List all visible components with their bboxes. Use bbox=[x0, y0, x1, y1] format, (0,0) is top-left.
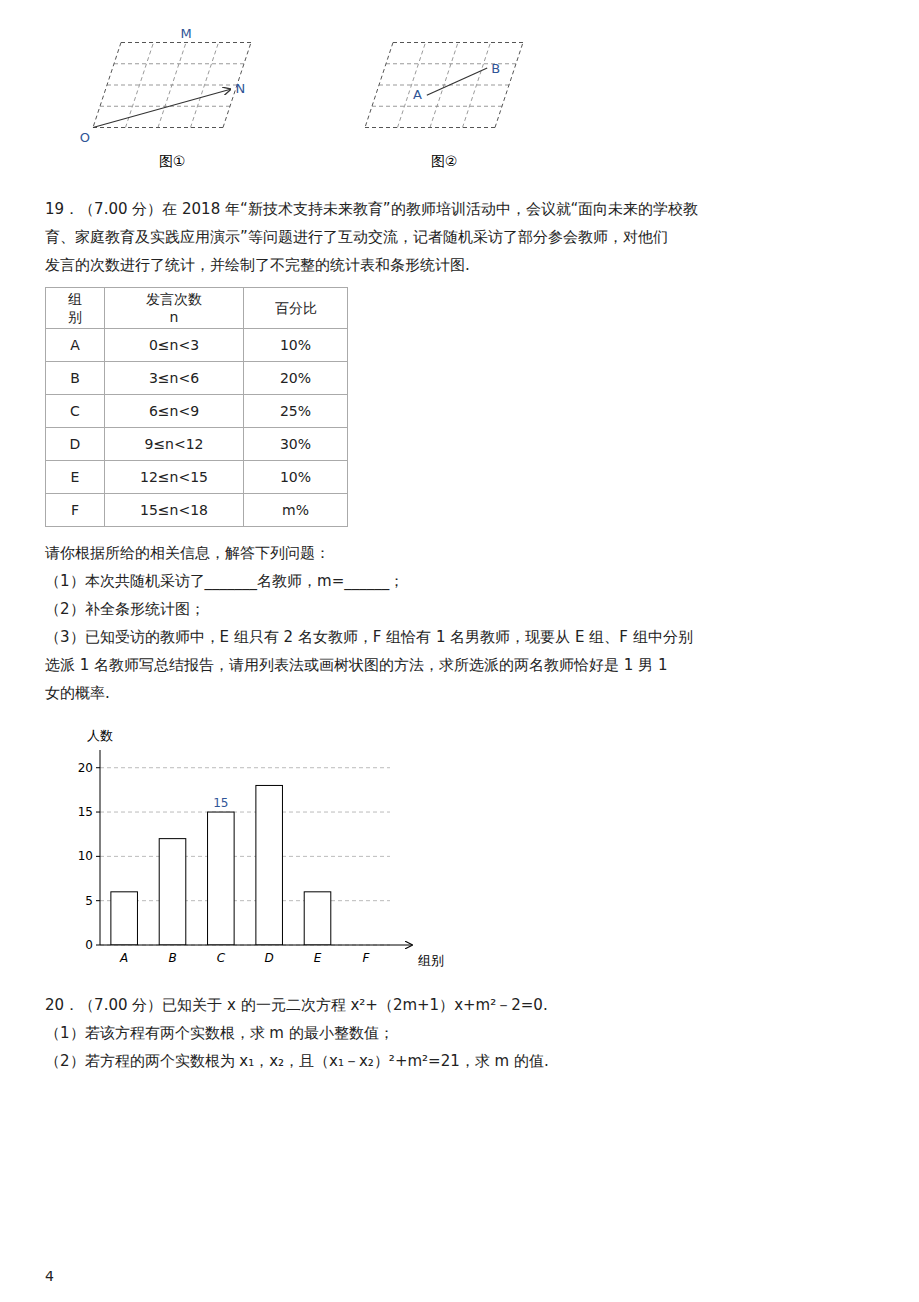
grid-figure bbox=[365, 43, 523, 128]
figure-label: O bbox=[80, 130, 90, 145]
x-axis-label: 组别 bbox=[418, 953, 444, 968]
table-cell: 30% bbox=[244, 428, 348, 461]
y-tick bbox=[96, 767, 100, 768]
table-cell: 10% bbox=[244, 461, 348, 494]
table-header-text: 组 bbox=[68, 291, 82, 307]
annotation: 15 bbox=[213, 796, 228, 810]
bar-chart: 0 5 10 15 20 A B C D E F 人数组别 15 bbox=[45, 715, 475, 985]
y-axis-label: 人数 bbox=[87, 728, 113, 743]
table-header-text: 百分比 bbox=[275, 300, 317, 316]
y-tick bbox=[96, 945, 100, 946]
table-cell: 6≤n<9 bbox=[105, 395, 244, 428]
figure-label: B bbox=[491, 61, 500, 76]
table-cell: B bbox=[46, 362, 105, 395]
figure-label: M bbox=[180, 26, 191, 41]
table-header-text: 发言次数 bbox=[146, 291, 202, 307]
bar bbox=[304, 892, 331, 945]
table-header-cell: 百分比 bbox=[244, 288, 348, 329]
y-tick bbox=[96, 812, 100, 813]
y-tick-label: 0 bbox=[85, 938, 93, 952]
x-axis bbox=[100, 945, 412, 946]
y-tick-label: 5 bbox=[85, 894, 93, 908]
x-tick-label: F bbox=[362, 951, 370, 965]
table-cell: F bbox=[46, 494, 105, 527]
table-row: C6≤n<925% bbox=[46, 395, 348, 428]
grid-line bbox=[100, 812, 390, 813]
table-row: F15≤n<18m% bbox=[46, 494, 348, 527]
x-tick-label: B bbox=[168, 951, 176, 965]
table-row: A0≤n<310% bbox=[46, 329, 348, 362]
figure-arrow bbox=[93, 89, 231, 127]
figure-line bbox=[114, 63, 244, 64]
table-header-cell: 组别 bbox=[46, 288, 105, 329]
x-tick-label: A bbox=[119, 951, 128, 965]
table-cell: 12≤n<15 bbox=[105, 461, 244, 494]
table-cell: D bbox=[46, 428, 105, 461]
y-tick-label: 20 bbox=[78, 761, 93, 775]
table-cell: 25% bbox=[244, 395, 348, 428]
x-tick-label: C bbox=[217, 951, 226, 965]
table-header-cell: 发言次数 n bbox=[105, 288, 244, 329]
question-text: （2）若方程的两个实数根为 x₁，x₂，且（x₁－x₂）²+m²=21，求 m … bbox=[45, 1047, 874, 1075]
table-cell: m% bbox=[244, 494, 348, 527]
table-cell: 0≤n<3 bbox=[105, 329, 244, 362]
table-row: D9≤n<1230% bbox=[46, 428, 348, 461]
bar bbox=[111, 892, 138, 945]
bar bbox=[256, 785, 283, 945]
table-cell: 20% bbox=[244, 362, 348, 395]
question-text: 发言的次数进行了统计，并绘制了不完整的统计表和条形统计图. bbox=[45, 251, 874, 279]
table-header-text: 别 bbox=[68, 309, 82, 325]
figure-line bbox=[191, 43, 219, 128]
question-text: 请你根据所给的相关信息，解答下列问题： bbox=[45, 539, 874, 567]
figures: M N O 图① A B 图② bbox=[45, 0, 874, 185]
figure-line bbox=[158, 43, 186, 128]
bars bbox=[111, 785, 331, 945]
figure-segment bbox=[427, 68, 487, 95]
table-cell: 10% bbox=[244, 329, 348, 362]
grid-line bbox=[100, 900, 390, 901]
grid-figure bbox=[93, 43, 251, 128]
question-text: 19．（7.00 分）在 2018 年“新技术支持未来教育”的教师培训活动中，会… bbox=[45, 195, 874, 223]
table-row: B3≤n<620% bbox=[46, 362, 348, 395]
table-cell: A bbox=[46, 329, 105, 362]
x-tick-label: D bbox=[265, 951, 274, 965]
bar bbox=[208, 812, 235, 945]
y-tick bbox=[96, 900, 100, 901]
table-header-text: n bbox=[170, 309, 179, 325]
y-axis bbox=[100, 750, 101, 945]
figure-label: A bbox=[413, 87, 422, 102]
bar bbox=[159, 839, 186, 945]
figure-caption: 图① bbox=[159, 153, 186, 169]
question-text: 20．（7.00 分）已知关于 x 的一元二次方程 x²+（2m+1）x+m²－… bbox=[45, 991, 874, 1019]
question-text: （2）补全条形统计图； bbox=[45, 595, 874, 623]
stat-table: 组别发言次数n百分比A0≤n<310%B3≤n<620%C6≤n<925%D9≤… bbox=[45, 287, 348, 527]
table-cell: C bbox=[46, 395, 105, 428]
table-cell: 9≤n<12 bbox=[105, 428, 244, 461]
figure-caption: 图② bbox=[431, 153, 458, 169]
table-cell: E bbox=[46, 461, 105, 494]
table-cell: 3≤n<6 bbox=[105, 362, 244, 395]
y-tick-label: 15 bbox=[78, 805, 93, 819]
grid-line bbox=[100, 856, 390, 857]
x-tick-label: E bbox=[314, 951, 322, 965]
table-cell: 15≤n<18 bbox=[105, 494, 244, 527]
question-text: 女的概率. bbox=[45, 679, 874, 707]
table-header: 组别 发言次数 n 百分比 bbox=[46, 288, 348, 329]
y-tick bbox=[96, 856, 100, 857]
question-text: 选派 1 名教师写总结报告，请用列表法或画树状图的方法，求所选派的两名教师恰好是… bbox=[45, 651, 874, 679]
page-number: 4 bbox=[45, 1268, 54, 1284]
question-text: 育、家庭教育及实践应用演示”等问题进行了互动交流，记者随机采访了部分参会教师，对… bbox=[45, 223, 874, 251]
question-text: （3）已知受访的教师中，E 组只有 2 名女教师，F 组恰有 1 名男教师，现要… bbox=[45, 623, 874, 651]
figure-label: N bbox=[236, 81, 246, 96]
question-text: （1）若该方程有两个实数根，求 m 的最小整数值； bbox=[45, 1019, 874, 1047]
y-tick-label: 10 bbox=[78, 849, 93, 863]
figure-line bbox=[430, 43, 458, 128]
table-row: E12≤n<1510% bbox=[46, 461, 348, 494]
grid-line bbox=[100, 767, 390, 768]
figure-line bbox=[463, 43, 491, 128]
question-text: （1）本次共随机采访了_______名教师，m=______； bbox=[45, 567, 874, 595]
